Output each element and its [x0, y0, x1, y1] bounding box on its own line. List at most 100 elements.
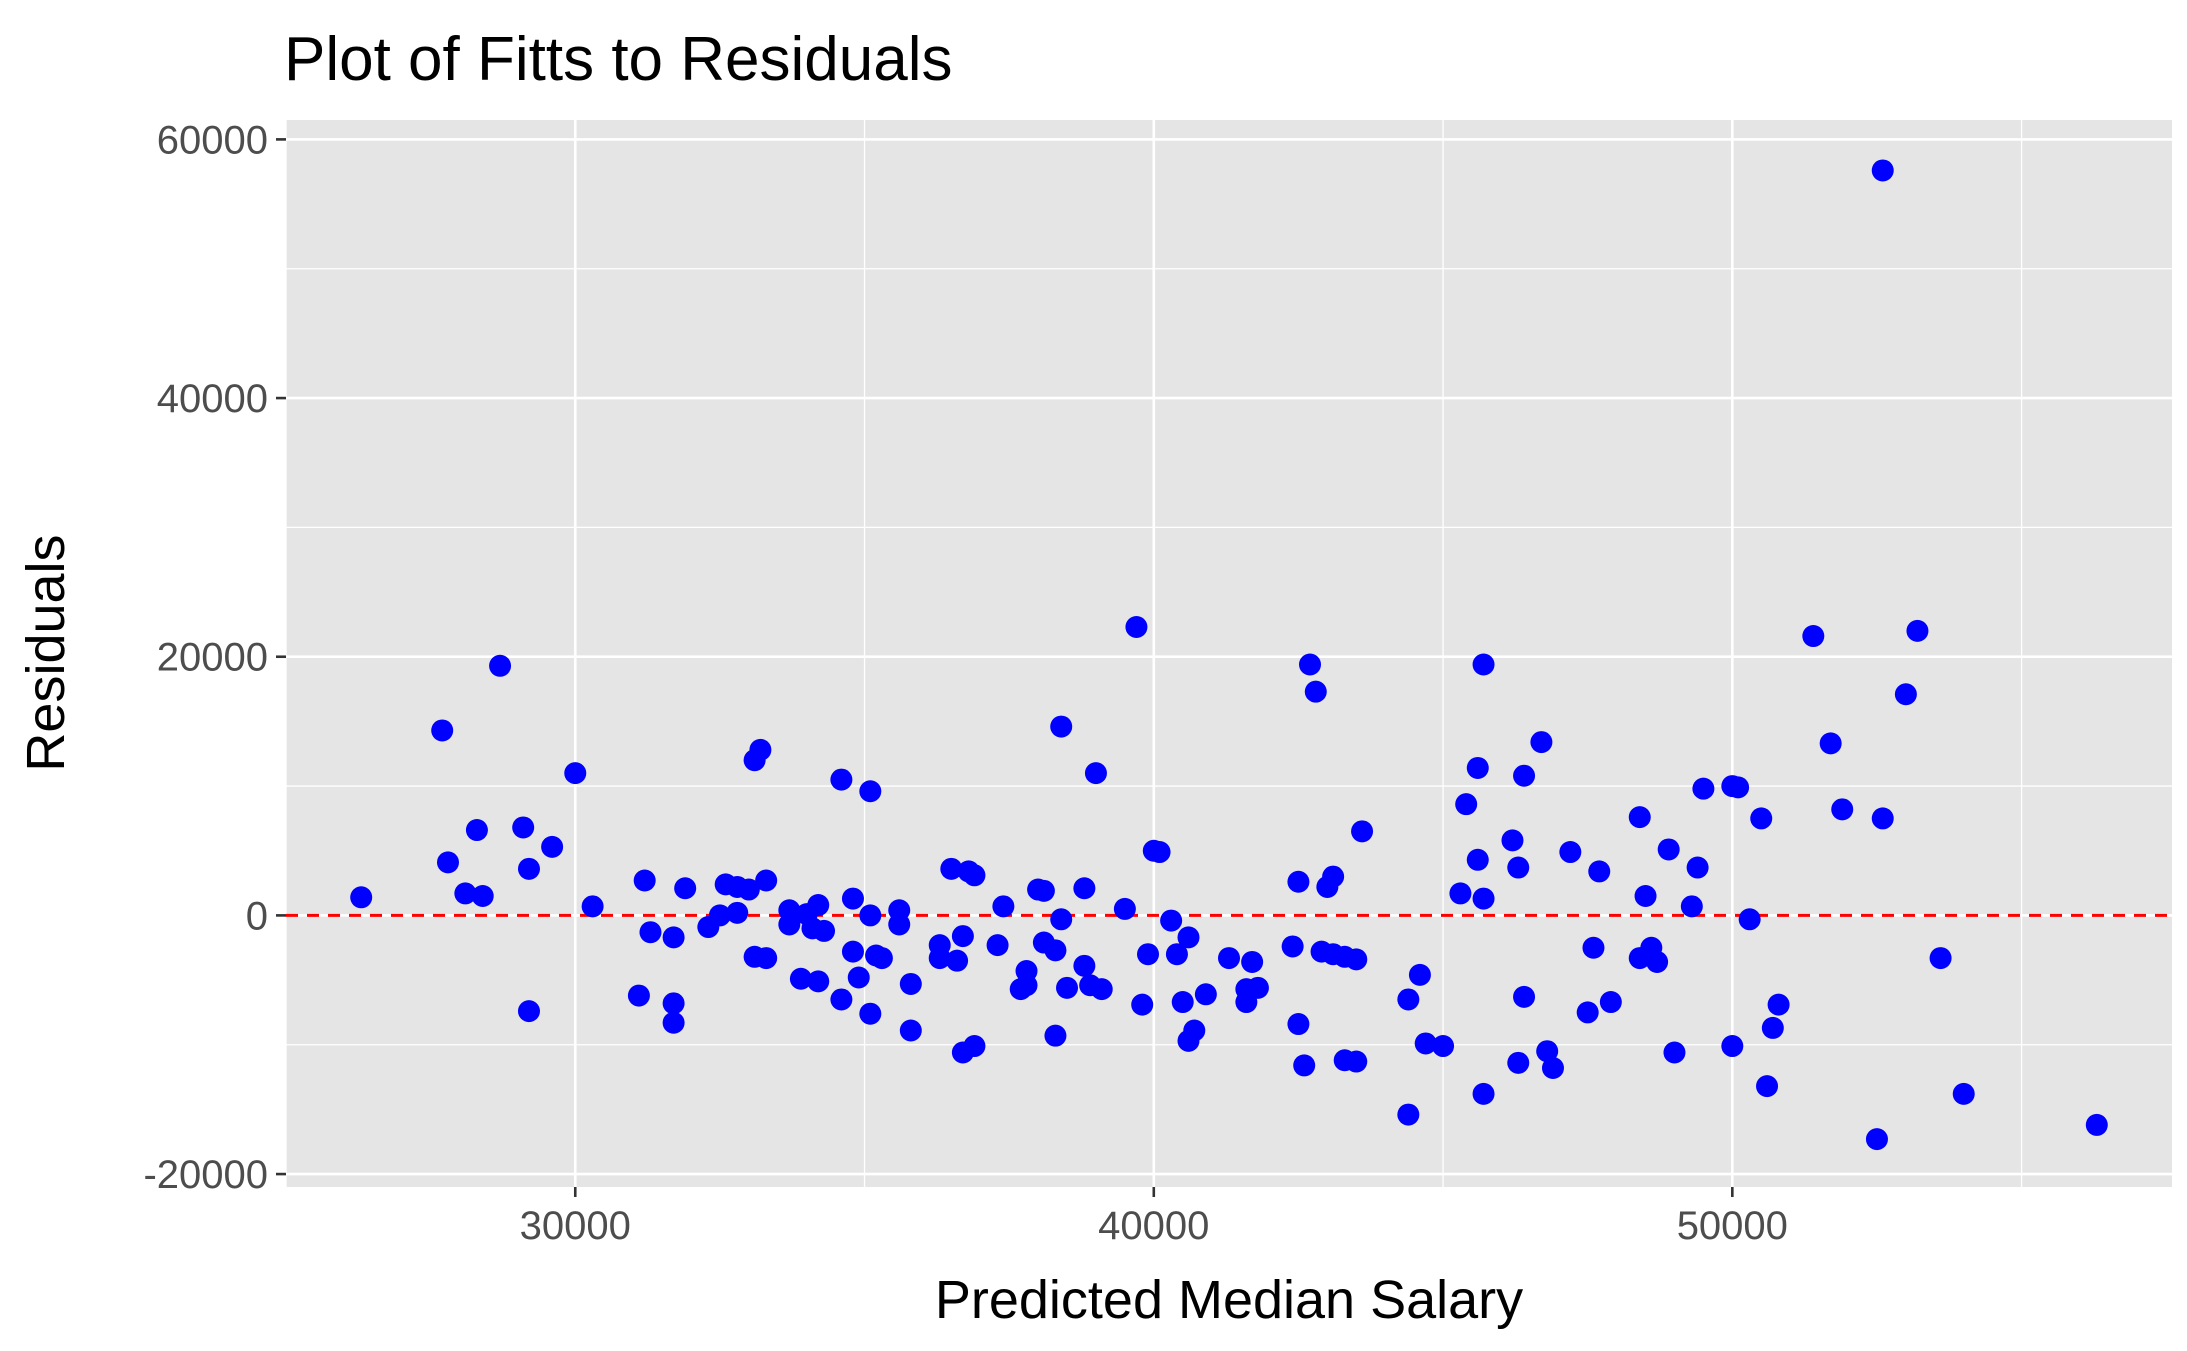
data-point — [662, 1011, 685, 1034]
data-point — [1559, 841, 1582, 864]
data-point — [1090, 978, 1113, 1001]
data-point — [1865, 1128, 1888, 1151]
data-point — [1194, 983, 1217, 1006]
data-point — [1287, 1013, 1310, 1036]
data-point — [1044, 1024, 1067, 1047]
data-point — [1871, 159, 1894, 182]
data-point — [807, 970, 830, 993]
data-point — [1432, 1035, 1455, 1058]
data-point — [1530, 731, 1553, 754]
data-point — [1906, 619, 1929, 642]
data-point — [662, 926, 685, 949]
data-point — [1802, 625, 1825, 648]
data-point — [1177, 926, 1200, 949]
data-point — [1322, 865, 1345, 888]
data-point — [512, 816, 535, 839]
data-point — [436, 851, 459, 874]
x-axis-title: Predicted Median Salary — [935, 1270, 1523, 1330]
axis-ticks — [276, 138, 1734, 1197]
data-point — [1599, 991, 1622, 1014]
data-point — [778, 899, 801, 922]
plot-panel — [286, 120, 2172, 1187]
y-tick-label: 0 — [246, 894, 268, 938]
data-point — [859, 780, 882, 803]
data-point — [1351, 820, 1374, 843]
data-point — [1287, 870, 1310, 893]
y-tick-label: 60000 — [157, 118, 268, 162]
data-point — [1472, 653, 1495, 676]
data-point — [350, 886, 373, 909]
data-point — [1044, 939, 1067, 962]
data-point — [517, 857, 540, 880]
data-point — [662, 992, 685, 1015]
data-point — [431, 719, 454, 742]
data-points — [350, 159, 2108, 1151]
data-point — [1165, 943, 1188, 966]
data-point — [1738, 908, 1761, 931]
x-tick-label: 50000 — [1677, 1204, 1788, 1248]
data-point — [940, 857, 963, 880]
minor-gridlines — [285, 120, 2172, 1187]
data-point — [888, 913, 911, 936]
data-point — [1171, 991, 1194, 1014]
data-point — [1032, 879, 1055, 902]
data-point — [1131, 993, 1154, 1016]
data-point — [899, 972, 922, 995]
data-point — [1218, 947, 1240, 970]
data-point — [1015, 974, 1038, 997]
data-point — [1721, 1035, 1744, 1058]
data-point — [1582, 936, 1605, 959]
data-point — [1056, 976, 1079, 999]
data-point — [1050, 715, 1073, 738]
data-point — [841, 887, 864, 910]
data-point — [1183, 1019, 1206, 1042]
data-point — [963, 864, 986, 887]
y-tick-label: 40000 — [157, 377, 268, 421]
data-point — [1397, 1103, 1420, 1126]
data-point — [1894, 683, 1917, 706]
x-tick-label: 30000 — [520, 1204, 631, 1248]
data-point — [1507, 1051, 1530, 1074]
data-point — [633, 869, 656, 892]
data-point — [841, 940, 864, 963]
y-axis-title: Residuals — [16, 534, 76, 771]
y-tick-label: -20000 — [143, 1153, 268, 1197]
data-point — [726, 901, 749, 924]
data-point — [847, 966, 870, 989]
data-point — [1466, 848, 1489, 871]
data-point — [1466, 756, 1489, 779]
data-point — [1281, 935, 1304, 958]
data-point — [1073, 954, 1096, 977]
data-point — [1241, 950, 1264, 973]
data-point — [1686, 856, 1709, 879]
data-point — [992, 895, 1015, 918]
data-point — [581, 895, 604, 918]
data-point — [639, 921, 662, 944]
data-point — [789, 967, 812, 990]
data-point — [1246, 976, 1269, 999]
data-point — [1050, 908, 1073, 931]
tick-labels: 30000 40000 50000 -20000 0 20000 40000 60000 — [143, 118, 1787, 1248]
data-point — [1588, 860, 1611, 883]
data-point — [1576, 1001, 1599, 1024]
data-point — [1304, 680, 1327, 703]
data-point — [1345, 948, 1368, 971]
data-point — [1160, 909, 1183, 932]
data-point — [465, 819, 488, 842]
data-point — [1148, 841, 1171, 864]
data-point — [951, 925, 974, 948]
data-point — [859, 1002, 882, 1025]
data-point — [1513, 764, 1536, 787]
data-point — [1767, 993, 1790, 1016]
data-point — [1819, 732, 1842, 755]
data-point — [1680, 895, 1703, 918]
data-point — [1113, 897, 1136, 920]
x-tick-label: 40000 — [1098, 1204, 1209, 1248]
data-point — [1628, 806, 1651, 829]
data-point — [1692, 777, 1715, 800]
data-point — [454, 882, 477, 905]
data-point — [1727, 776, 1750, 799]
data-point — [1397, 988, 1420, 1011]
data-point — [1293, 1054, 1316, 1077]
